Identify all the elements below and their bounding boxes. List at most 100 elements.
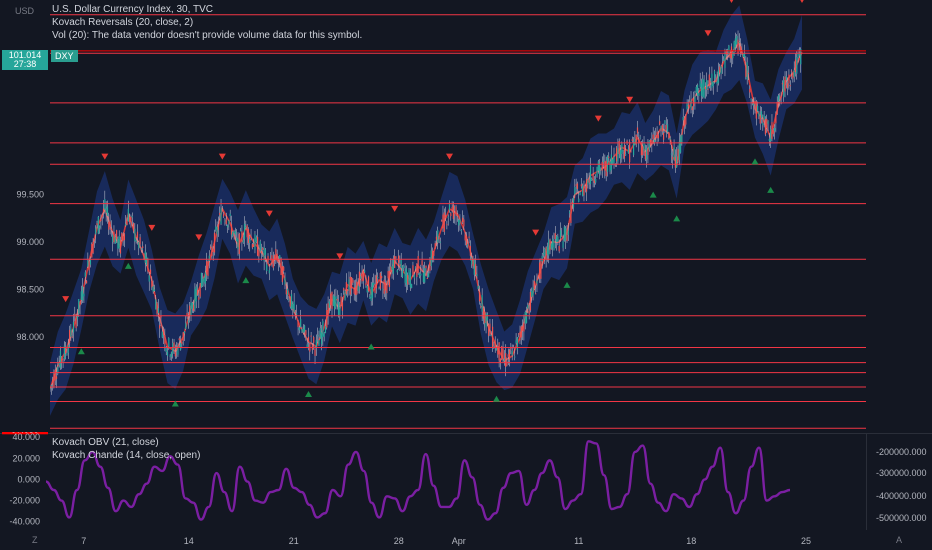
candle-body: [676, 156, 678, 168]
candle-body: [327, 303, 329, 317]
auto-scale-icon[interactable]: A: [896, 535, 903, 545]
buy-marker: [242, 277, 250, 284]
candle-body: [740, 46, 742, 53]
candle-body: [562, 241, 564, 248]
indicator-volume[interactable]: Vol (20): The data vendor doesn't provid…: [52, 30, 363, 41]
candle-body: [580, 184, 582, 187]
candle-body: [122, 236, 124, 241]
candle-body: [495, 347, 498, 351]
candle-body: [411, 284, 413, 289]
candle-body: [510, 348, 512, 350]
candle-body: [388, 270, 391, 288]
candle-body: [341, 302, 344, 311]
candle-body: [652, 134, 654, 140]
candle-body: [272, 259, 274, 268]
timezone-toggle-icon[interactable]: Z: [32, 535, 38, 545]
candle-body: [773, 127, 776, 132]
candle-body: [345, 282, 347, 295]
candle-body: [515, 340, 517, 344]
currency-label: USD: [15, 6, 35, 16]
candle-body: [400, 259, 402, 268]
indicator-kovach-chande[interactable]: Kovach Chande (14, close, open): [52, 450, 201, 461]
candle-body: [151, 280, 153, 288]
candle-body: [307, 336, 310, 342]
candle-body: [475, 264, 477, 275]
time-tick-label: 14: [184, 536, 194, 546]
candle-body: [123, 233, 126, 241]
candle-body: [665, 125, 667, 130]
candle-body: [144, 251, 146, 263]
candle-body: [632, 142, 635, 156]
buy-marker: [751, 158, 759, 165]
indicator-kovach-reversals[interactable]: Kovach Reversals (20, close, 2): [52, 17, 194, 28]
buy-marker: [367, 343, 375, 350]
candle-body: [320, 332, 323, 345]
candle-body: [625, 154, 627, 156]
candle-body: [110, 228, 112, 230]
candle-body: [165, 347, 167, 352]
candle-body: [206, 261, 208, 275]
candle-body: [230, 224, 233, 235]
ticker-badge[interactable]: DXY: [51, 50, 78, 62]
candle-body: [405, 268, 408, 286]
candle-body: [685, 115, 687, 125]
candle-body: [185, 323, 187, 330]
candle-body: [225, 219, 227, 225]
candle-body: [578, 198, 580, 202]
candle-body: [776, 101, 778, 115]
candle-body: [565, 228, 567, 241]
candle-body: [215, 226, 217, 230]
candle-body: [88, 261, 90, 271]
price-tick-label: 99.500: [16, 190, 44, 200]
candle-body: [571, 201, 573, 203]
candle-body: [588, 180, 590, 183]
chart-title: U.S. Dollar Currency Index, 30, TVC: [52, 4, 213, 15]
candle-body: [323, 333, 325, 337]
candle-body: [379, 272, 381, 289]
candle-body: [464, 234, 466, 241]
candle-body: [583, 186, 585, 196]
candle-body: [679, 136, 682, 153]
indicator-kovach-obv[interactable]: Kovach OBV (21, close): [52, 437, 159, 448]
candle-body: [618, 141, 620, 155]
candle-body: [315, 339, 317, 348]
candle-body: [561, 235, 563, 237]
candle-body: [284, 277, 286, 285]
candle-body: [746, 62, 748, 80]
candle-body: [200, 272, 203, 288]
candle-body: [789, 85, 791, 87]
candle-body: [643, 142, 645, 152]
candle-body: [76, 315, 79, 320]
candle-body: [567, 230, 569, 235]
candle-body: [121, 233, 123, 240]
candle-body: [296, 313, 298, 315]
candle-body: [367, 276, 370, 291]
candle-body: [422, 272, 424, 283]
osc-right-tick-label: -400000.000: [876, 491, 927, 501]
candle-body: [173, 342, 175, 347]
time-axis: 7 14 21 28 Apr 11 18 25: [81, 536, 811, 546]
candle-body: [289, 296, 291, 307]
buy-marker: [649, 191, 657, 198]
candle-body: [663, 132, 665, 140]
candle-body: [478, 291, 481, 302]
candle-body: [360, 276, 362, 279]
candle-body: [365, 283, 367, 286]
candle-body: [541, 255, 543, 262]
sell-marker: [446, 153, 453, 160]
candle-body: [482, 307, 485, 319]
candle-body: [757, 105, 759, 112]
candle-body: [54, 369, 56, 381]
sell-marker: [704, 30, 712, 37]
candle-body: [211, 247, 213, 256]
candle-body: [169, 355, 171, 357]
candle-body: [65, 349, 67, 354]
candle-body: [228, 220, 230, 225]
candle-body: [130, 216, 132, 222]
candle-body: [477, 285, 479, 289]
sell-marker: [594, 115, 602, 122]
candle-body: [710, 81, 712, 83]
candle-body: [357, 285, 359, 291]
candle-body: [428, 273, 430, 278]
